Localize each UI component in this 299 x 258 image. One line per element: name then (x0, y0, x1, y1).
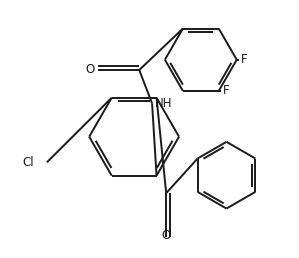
Text: F: F (241, 53, 247, 66)
Text: O: O (161, 229, 171, 242)
Text: Cl: Cl (22, 156, 34, 169)
Text: F: F (223, 84, 229, 97)
Text: NH: NH (155, 97, 172, 110)
Text: O: O (85, 63, 94, 76)
